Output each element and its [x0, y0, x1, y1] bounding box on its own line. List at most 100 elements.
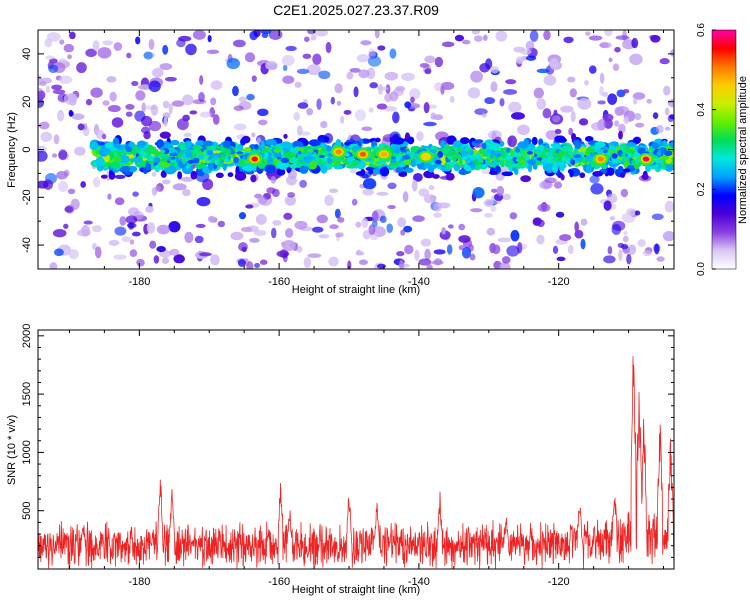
spectrogram-cell: [282, 252, 288, 263]
spectrogram-cell: [63, 43, 75, 53]
spectrogram-cell: [518, 159, 527, 165]
spectrogram-cell: [402, 191, 409, 203]
spectrogram-cell: [109, 170, 114, 175]
spectrogram-cell: [328, 256, 339, 267]
spectrogram-cell: [283, 212, 293, 220]
spectrogram-cell: [232, 85, 239, 97]
spectrogram-cell: [620, 172, 626, 178]
spectrogram-cell: [389, 91, 399, 102]
spectrogram-cell: [178, 35, 192, 42]
spectrogram-cell: [320, 120, 328, 129]
spectrogram-cell: [505, 79, 517, 85]
spectrogram-cell: [470, 70, 483, 83]
spectrogram-cell: [571, 159, 576, 166]
spectrogram-cell: [570, 110, 576, 123]
spectrogram-cell: [108, 104, 121, 113]
spectrogram-cell: [131, 81, 139, 87]
spectrogram-hotspot: [642, 156, 650, 162]
spectrogram-cell: [128, 207, 140, 217]
spectrogram-cell: [306, 108, 314, 116]
spectrogram-cell: [199, 75, 204, 85]
spectrogram-cell: [306, 64, 321, 76]
spectrogram-cell: [586, 163, 592, 174]
spectrogram-cell: [444, 150, 450, 156]
spectrogram-cell: [492, 244, 501, 255]
spectrogram-cell: [227, 172, 234, 178]
spectrogram-cell: [394, 147, 401, 154]
spectrogram-cell: [401, 72, 416, 82]
spectrogram-cell: [403, 225, 413, 233]
spectrogram-cell: [132, 191, 139, 197]
spectrogram-cell: [663, 85, 671, 96]
spectrogram-cell: [550, 143, 562, 148]
spectrogram-cell: [453, 153, 462, 159]
spectrogram-cell: [92, 224, 102, 233]
spectrogram-cell: [171, 156, 176, 160]
spectrogram-cell: [355, 221, 362, 228]
spectrogram-cell: [259, 259, 268, 265]
spectrogram-cell: [533, 87, 544, 99]
spectrogram-cell: [280, 157, 290, 164]
spectrogram-cell: [160, 157, 168, 163]
spectrogram-cell: [395, 167, 404, 173]
spectrogram-cell: [53, 134, 60, 145]
spectrogram-cell: [189, 110, 198, 115]
spectrogram-cell: [355, 171, 366, 176]
spectrogram-cell: [573, 154, 582, 158]
spectrogram-cell: [480, 148, 486, 153]
spectrogram-cell: [63, 223, 69, 229]
spectrogram-cell: [626, 148, 634, 154]
spectrogram-cell: [490, 66, 500, 74]
spectrogram-cell: [132, 157, 142, 163]
spectrogram-cell: [499, 98, 505, 107]
spectrogram-cell: [634, 112, 642, 121]
spectrogram-cell: [129, 239, 135, 245]
spectrogram-cell: [527, 163, 533, 173]
spectrogram-cell: [577, 97, 592, 110]
spectrogram-cell: [108, 239, 120, 247]
spectrogram-cell: [217, 220, 226, 228]
spectrogram-cell: [334, 208, 341, 219]
spectrogram-cell: [318, 154, 325, 159]
spectrogram-cell: [361, 217, 369, 229]
spectrogram-cell: [377, 45, 386, 51]
colorbar-tick-label: 0.6: [696, 23, 707, 37]
spectrogram-cell: [77, 123, 85, 131]
spectrogram-cell: [390, 152, 399, 157]
spectrogram-cell: [507, 135, 517, 148]
spectrogram-cell: [58, 75, 73, 84]
colorbar-tick-label: 0.4: [696, 102, 707, 116]
spectrogram-cell: [584, 79, 589, 86]
spectrogram-cell: [465, 158, 471, 164]
spectrogram-cell: [253, 143, 259, 150]
spectrogram-cell: [580, 218, 588, 226]
spectrogram-cell: [190, 151, 197, 158]
spectrogram-cell: [502, 193, 511, 201]
spectrogram-cell: [483, 34, 488, 41]
spectrogram-cell: [490, 205, 497, 212]
spectrogram-cell: [520, 175, 531, 183]
spectrogram-cell: [303, 149, 307, 155]
spectrogram-cell: [76, 62, 87, 74]
spectrogram-cell: [125, 111, 133, 117]
spectrogram-cell: [537, 149, 542, 153]
spectrogram-cell: [284, 151, 294, 159]
spectrogram-cell: [135, 90, 146, 101]
spectrogram-cell: [45, 85, 51, 93]
spectrogram-cell: [362, 229, 371, 240]
spectrogram-cell: [367, 55, 382, 67]
spectrogram-cell: [527, 150, 533, 155]
spectrogram-cell: [646, 98, 652, 104]
spectrogram-cell: [92, 242, 97, 251]
spectrogram-cell: [156, 224, 170, 235]
spectrogram-cell: [170, 139, 180, 146]
spectrogram-cell: [148, 38, 155, 50]
spectrogram-cell: [617, 149, 623, 157]
spectrogram-cell: [49, 58, 58, 64]
spectrogram-cell: [552, 115, 560, 123]
spectrogram-cell: [603, 149, 608, 154]
snr-y-tick-label: 1000: [21, 440, 33, 464]
spectrogram-cell: [307, 149, 314, 153]
spectrogram-cell: [208, 159, 212, 164]
spectrogram-cell: [224, 147, 229, 154]
